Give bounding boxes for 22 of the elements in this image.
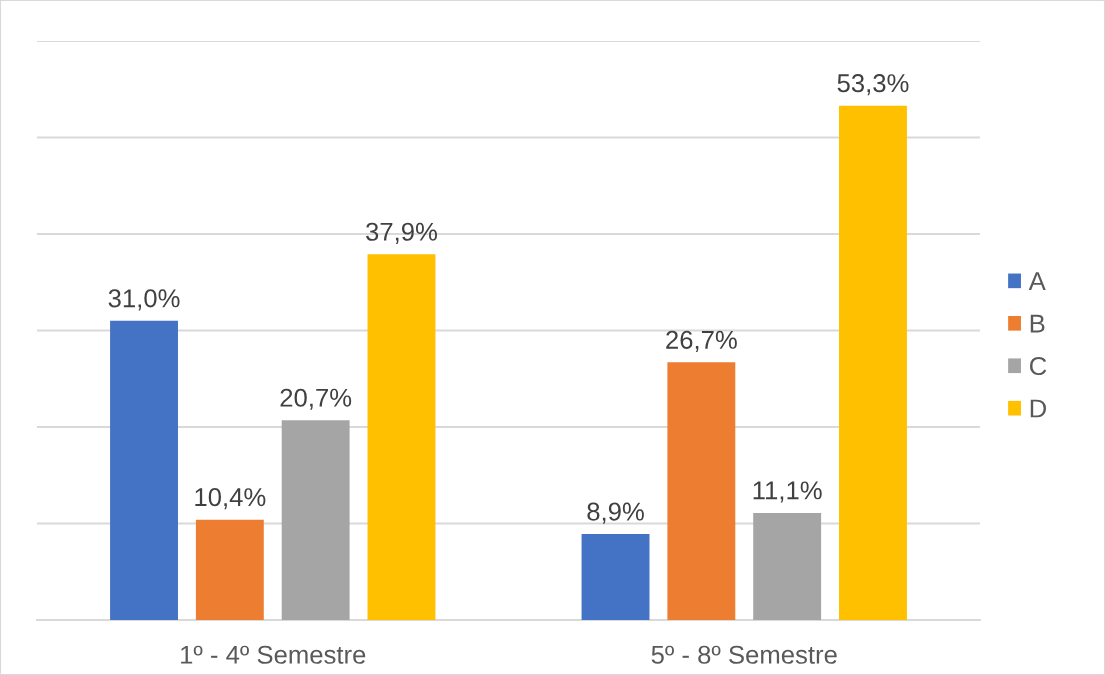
bar [839, 105, 907, 620]
legend-label: D [1030, 399, 1047, 418]
data-label: 8,9% [587, 502, 644, 524]
data-label: 26,7% [666, 330, 737, 352]
bar [753, 512, 822, 620]
bar [367, 254, 436, 620]
legend-label: B [1030, 314, 1045, 333]
bar [581, 534, 650, 620]
x-tick-label: 1º - 4º Semestre [181, 645, 366, 664]
data-label: 10,4% [195, 488, 266, 510]
x-tick-label: 5º - 8º Semestre [651, 645, 837, 664]
data-label: 11,1% [753, 481, 822, 503]
legend-label: C [1029, 356, 1047, 376]
bar [667, 362, 736, 620]
data-label: 20,7% [280, 388, 352, 410]
bar [281, 420, 350, 620]
legend-label: A [1028, 272, 1046, 290]
data-label: 53,3% [837, 74, 909, 96]
data-label: 37,9% [366, 222, 437, 244]
data-label: 31,0% [108, 289, 180, 311]
bar [195, 519, 264, 620]
bar [110, 320, 178, 620]
